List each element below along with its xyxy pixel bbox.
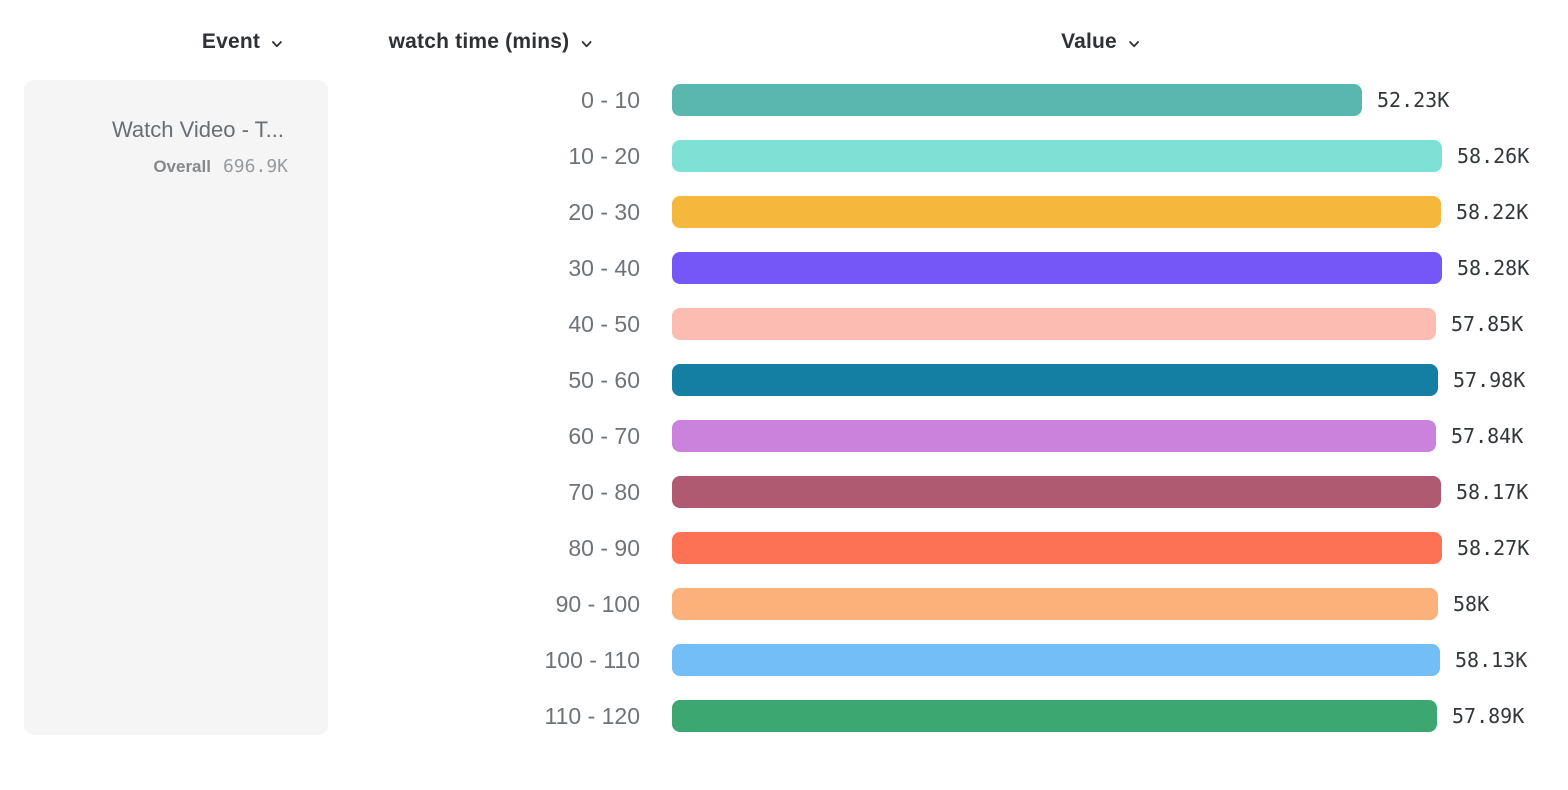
chevron-down-icon xyxy=(581,40,592,47)
event-title: Watch Video - T... xyxy=(111,117,284,142)
bar-segment[interactable] xyxy=(672,252,1442,284)
bar-segment[interactable] xyxy=(672,196,1441,228)
value-label: 58.17K xyxy=(1456,480,1529,504)
value-label: 57.85K xyxy=(1451,312,1524,336)
chart-row: 60 - 70 57.84K xyxy=(0,408,1568,464)
chart-row: 30 - 40 58.28K xyxy=(0,240,1568,296)
category-label: 110 - 120 xyxy=(544,703,640,729)
category-label: 90 - 100 xyxy=(555,591,640,617)
bar-segment[interactable] xyxy=(672,364,1438,396)
event-card[interactable]: Watch Video - T... Overall 696.9K xyxy=(24,80,328,735)
breakdown-column-label: watch time (mins) xyxy=(388,30,570,53)
chart-row: 0 - 10 52.23K xyxy=(0,72,1568,128)
value-label: 58.13K xyxy=(1455,648,1528,672)
bar-segment[interactable] xyxy=(672,84,1362,116)
chevron-down-icon xyxy=(1129,40,1139,47)
category-label: 30 - 40 xyxy=(568,255,640,281)
value-label: 57.84K xyxy=(1451,424,1524,448)
value-label: 52.23K xyxy=(1377,88,1450,112)
chart-row: 20 - 30 58.22K xyxy=(0,184,1568,240)
chart-row: 50 - 60 57.98K xyxy=(0,352,1568,408)
value-label: 58.22K xyxy=(1456,200,1529,224)
category-label: 70 - 80 xyxy=(568,479,640,505)
value-label: 58.26K xyxy=(1457,144,1530,168)
category-label: 100 - 110 xyxy=(544,647,640,673)
value-label: 58.28K xyxy=(1457,256,1530,280)
chart-row: 10 - 20 58.26K xyxy=(0,128,1568,184)
category-label: 20 - 30 xyxy=(568,199,640,225)
chart-row: 80 - 90 58.27K xyxy=(0,520,1568,576)
chart-row: 90 - 100 58K xyxy=(0,576,1568,632)
bar-segment[interactable] xyxy=(672,308,1436,340)
overall-value: 696.9K xyxy=(222,156,288,177)
event-overall-row: Overall 696.9K xyxy=(153,156,288,177)
bar-segment[interactable] xyxy=(672,140,1442,172)
chevron-down-icon xyxy=(272,40,282,47)
bar-segment[interactable] xyxy=(672,420,1436,452)
chart-row: 40 - 50 57.85K xyxy=(0,296,1568,352)
chart-row: 100 - 110 58.13K xyxy=(0,632,1568,688)
bar-segment[interactable] xyxy=(672,700,1437,732)
value-column-label: Value xyxy=(1061,30,1117,53)
event-column-label: Event xyxy=(201,30,261,53)
overall-label: Overall xyxy=(153,157,211,176)
value-label: 57.89K xyxy=(1452,704,1525,728)
category-label: 40 - 50 xyxy=(568,311,640,337)
category-label: 10 - 20 xyxy=(568,143,640,169)
value-column-header[interactable]: Value xyxy=(1061,26,1141,58)
chart-row: 110 - 120 57.89K xyxy=(0,688,1568,744)
bar-segment[interactable] xyxy=(672,588,1438,620)
breakdown-column-header[interactable]: watch time (mins) xyxy=(389,26,594,58)
value-label: 57.98K xyxy=(1453,368,1526,392)
event-column-header[interactable]: Event xyxy=(202,26,284,58)
bar-segment[interactable] xyxy=(672,644,1440,676)
value-label: 58K xyxy=(1453,592,1490,616)
category-label: 80 - 90 xyxy=(568,535,640,561)
chart-rows: 0 - 10 52.23K 10 - 20 58.26K 20 - 30 58.22K 30… xyxy=(0,72,1568,744)
category-label: 60 - 70 xyxy=(568,423,640,449)
chart-row: 70 - 80 58.17K xyxy=(0,464,1568,520)
bar-segment[interactable] xyxy=(672,476,1441,508)
category-label: 50 - 60 xyxy=(568,367,640,393)
value-label: 58.27K xyxy=(1457,536,1530,560)
bar-segment[interactable] xyxy=(672,532,1442,564)
category-label: 0 - 10 xyxy=(581,87,640,113)
